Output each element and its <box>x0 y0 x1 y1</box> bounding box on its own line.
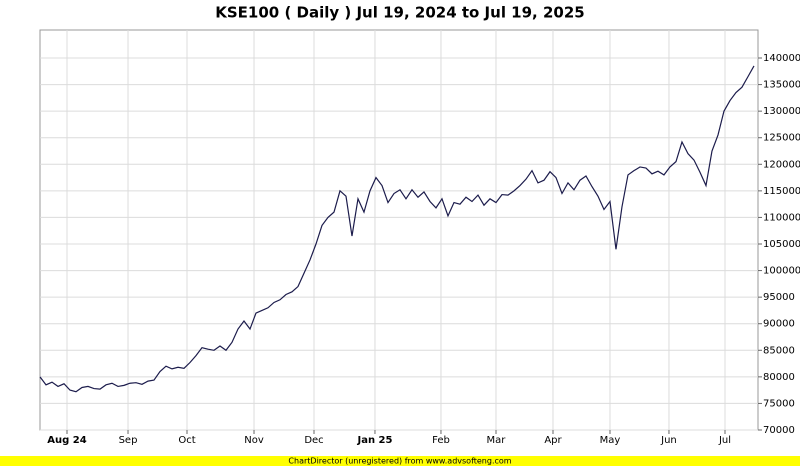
y-tick-label: 70000 <box>763 425 795 436</box>
y-tick-label: 110000 <box>763 212 800 223</box>
footer: ChartDirector (unregistered) from www.ad… <box>288 457 511 466</box>
x-tick-label: May <box>600 435 621 446</box>
y-tick-label: 125000 <box>763 133 800 144</box>
x-tick-label: Jan 25 <box>356 435 392 446</box>
y-tick-label: 120000 <box>763 159 800 170</box>
y-tick-label: 90000 <box>763 319 795 330</box>
x-tick-label: Nov <box>244 435 264 446</box>
y-tick-label: 75000 <box>763 398 795 409</box>
line <box>39 65 755 393</box>
chart-title: KSE100 ( Daily ) Jul 19, 2024 to Jul 19,… <box>215 4 584 22</box>
y-tick-label: 130000 <box>763 106 800 117</box>
plot-area <box>39 29 759 431</box>
x-tick-label: Mar <box>487 435 507 446</box>
y-tick-label: 135000 <box>763 80 800 91</box>
y-tick-label: 140000 <box>763 53 800 64</box>
x-tick-label: Jul <box>718 435 731 446</box>
x-tick-label: Jun <box>660 435 677 446</box>
x-tick-label: Apr <box>544 435 562 446</box>
x-tick-label: Feb <box>432 435 450 446</box>
y-tick-label: 95000 <box>763 292 795 303</box>
x-tick-label: Aug 24 <box>47 435 86 446</box>
y-tick-label: 100000 <box>763 266 800 277</box>
y-tick-label: 105000 <box>763 239 800 250</box>
x-tick-label: Dec <box>304 435 323 446</box>
footer-band <box>0 456 800 466</box>
x-tick-label: Sep <box>119 435 138 446</box>
x-tick-label: Oct <box>178 435 195 446</box>
y-tick-label: 115000 <box>763 186 800 197</box>
y-tick-label: 85000 <box>763 345 795 356</box>
y-tick-label: 80000 <box>763 372 795 383</box>
